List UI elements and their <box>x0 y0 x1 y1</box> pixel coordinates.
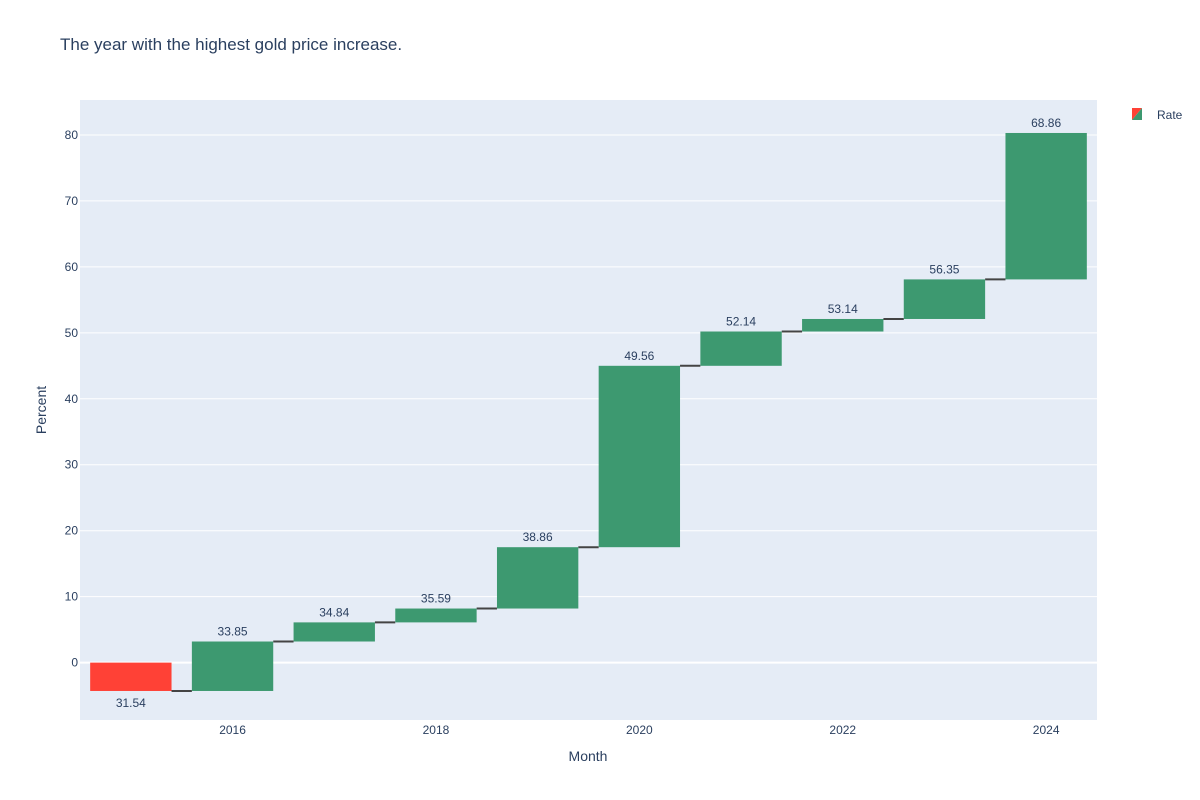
plot-area <box>80 100 1097 720</box>
y-tick-label: 10 <box>65 590 79 604</box>
bars <box>90 132 1087 691</box>
connectors <box>171 278 1006 692</box>
bar-label-2018: 35.59 <box>421 592 451 606</box>
y-tick-label: 20 <box>65 524 79 538</box>
bar-label-2019: 38.86 <box>523 530 553 544</box>
y-tick-label: 70 <box>65 194 79 208</box>
legend-label: Rate <box>1157 108 1183 122</box>
bar-label-2017: 34.84 <box>319 605 349 619</box>
x-tick-label: 2022 <box>829 723 856 737</box>
y-axis-title: Percent <box>33 386 49 434</box>
bar-label-2021: 52.14 <box>726 315 756 329</box>
x-tick-label: 2020 <box>626 723 653 737</box>
bar-2015 <box>90 662 172 691</box>
legend[interactable]: Rate <box>1132 108 1183 122</box>
bar-label-2015: 31.54 <box>116 696 146 710</box>
bar-label-2023: 56.35 <box>929 262 959 276</box>
y-tick-label: 60 <box>65 260 79 274</box>
bar-labels: 31.54 33.85 34.84 35.59 38.86 49.56 52.14 53.14… <box>116 116 1062 710</box>
x-axis-title: Month <box>569 748 608 764</box>
x-tick-label: 2016 <box>219 723 246 737</box>
chart-title: The year with the highest gold price inc… <box>60 35 402 54</box>
bar-2017 <box>293 622 375 642</box>
bar-2016 <box>191 641 274 691</box>
bar-2021 <box>700 331 782 366</box>
x-tick-label: 2024 <box>1033 723 1060 737</box>
bar-2022 <box>802 318 884 332</box>
bar-2023 <box>903 279 986 319</box>
x-tick-label: 2018 <box>423 723 450 737</box>
bar-2020 <box>598 365 681 548</box>
bar-2019 <box>496 547 579 609</box>
y-axis-ticks: 0 10 20 30 40 50 60 70 80 <box>65 128 79 670</box>
y-tick-label: 30 <box>65 458 79 472</box>
bar-2024 <box>1005 132 1087 280</box>
bar-label-2016: 33.85 <box>218 625 248 639</box>
bar-label-2022: 53.14 <box>828 302 858 316</box>
legend-swatch-increase <box>1132 108 1142 120</box>
y-tick-label: 40 <box>65 392 79 406</box>
bar-2018 <box>395 608 477 623</box>
x-axis-ticks: 2016 2018 2020 2022 2024 <box>219 723 1060 737</box>
y-tick-label: 50 <box>65 326 79 340</box>
bar-label-2020: 49.56 <box>624 349 654 363</box>
y-tick-label: 0 <box>71 656 78 670</box>
bar-label-2024: 68.86 <box>1031 116 1061 130</box>
y-tick-label: 80 <box>65 128 79 142</box>
